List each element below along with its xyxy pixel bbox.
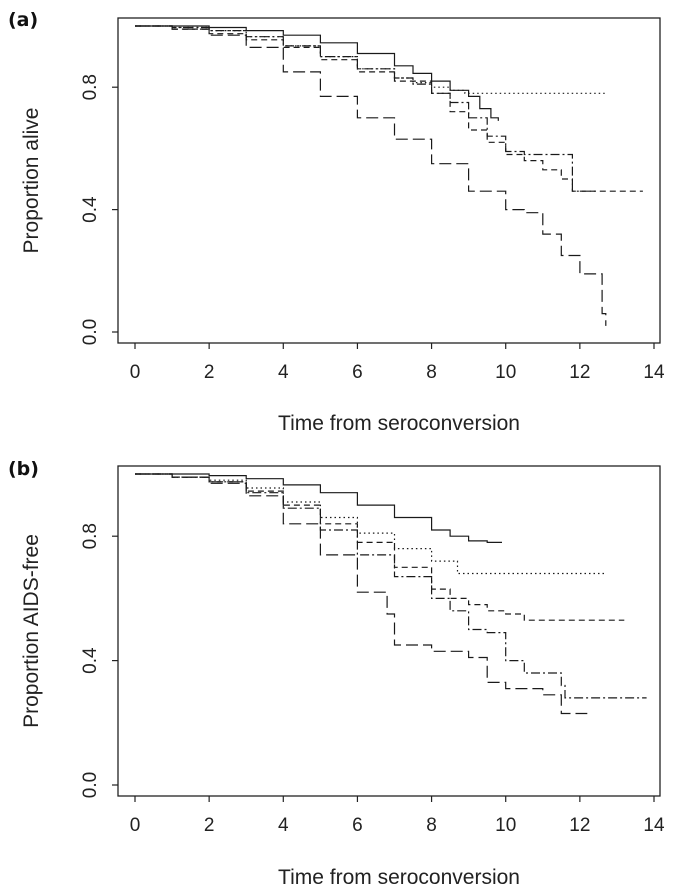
panel-b-series-dotted-line [135, 473, 606, 575]
panel-a-y-tick-label-0.4: 0.4 [80, 196, 101, 223]
panel-a-x-tick-label-2: 2 [204, 362, 215, 383]
panel-b-label: (b) [8, 458, 39, 480]
panel-a-frame [117, 17, 661, 344]
panel-a-series-dashed-line [135, 25, 643, 192]
panel-b-x-tick-label-4: 4 [278, 815, 289, 836]
panel-b-series-dashdot-line [135, 473, 647, 699]
panel-b-x-tick-label-2: 2 [204, 815, 215, 836]
panel-b-series-longdash-line [135, 473, 588, 715]
panel-a-series-solid-line [135, 25, 499, 121]
panel-b-x-tick-label-14: 14 [643, 815, 665, 836]
panel-a-y-tick-label-0.8: 0.8 [80, 74, 101, 100]
panel-a-x-tick-label-8: 8 [426, 362, 437, 383]
panel-b-y-axis-title: Proportion AIDS-free [20, 534, 43, 728]
panel-b-x-tick-label-10: 10 [495, 815, 516, 836]
panel-a-x-tick-label-10: 10 [495, 362, 516, 383]
panel-a-x-tick-label-0: 0 [130, 362, 141, 383]
panel-a-x-tick-label-12: 12 [569, 362, 590, 383]
panel-a-series-longdash-line [135, 25, 607, 326]
panel-a-y-axis-title: Proportion alive [20, 108, 43, 254]
panel-a: (a) Time from seroconversion Proportion … [8, 9, 665, 435]
panel-b-x-tick-label-0: 0 [130, 815, 141, 836]
panel-b-y-tick-label-0.0: 0.0 [80, 772, 101, 798]
panel-a-x-tick-label-4: 4 [278, 362, 289, 383]
panel-a-series-dotted-line [135, 25, 606, 94]
panel-b-y-tick-label-0.4: 0.4 [80, 647, 101, 674]
panel-a-x-axis-title: Time from seroconversion [278, 412, 520, 435]
panel-b: (b) Time from seroconversion Proportion … [8, 458, 665, 889]
panel-b-x-axis-title: Time from seroconversion [278, 866, 520, 889]
panel-b-series-dashed-line [135, 473, 625, 621]
panel-b-x-tick-label-12: 12 [569, 815, 590, 836]
panel-a-series-dashdot-line [135, 25, 599, 192]
panel-b-x-tick-label-6: 6 [352, 815, 363, 836]
panel-b-series-solid-line [135, 473, 502, 543]
panel-a-x-tick-label-14: 14 [643, 362, 665, 383]
panel-b-x-tick-label-8: 8 [426, 815, 437, 836]
panel-a-y-tick-label-0.0: 0.0 [80, 319, 101, 345]
panel-b-y-tick-label-0.8: 0.8 [80, 523, 101, 549]
panel-b-frame [117, 465, 661, 797]
panel-a-x-tick-label-6: 6 [352, 362, 363, 383]
panel-a-label: (a) [8, 9, 38, 31]
